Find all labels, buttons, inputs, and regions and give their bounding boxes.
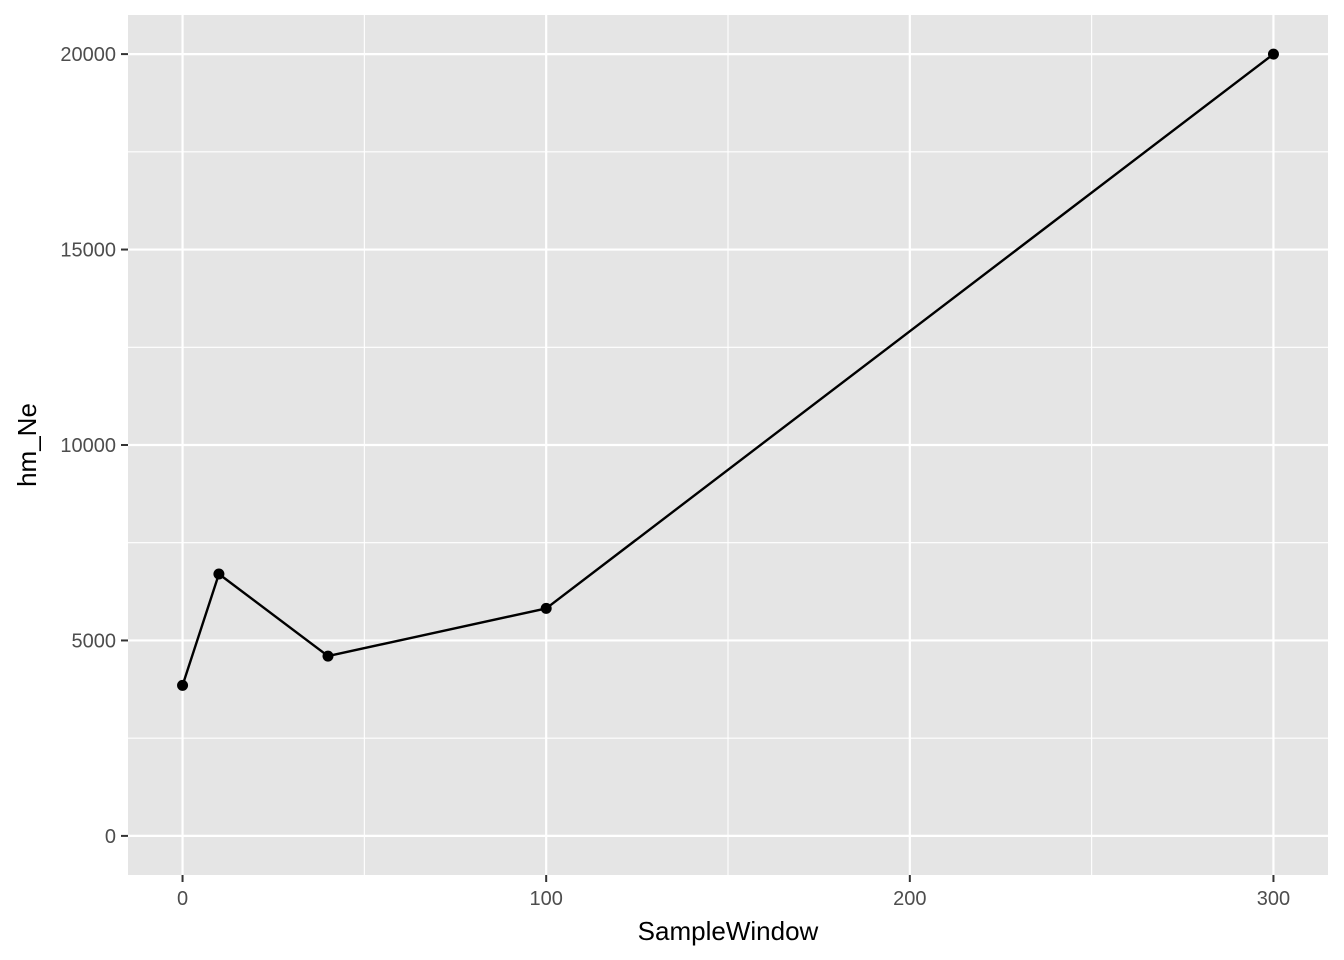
y-axis-title: hm_Ne bbox=[12, 403, 42, 487]
data-point bbox=[540, 602, 552, 614]
x-tick-label: 300 bbox=[1257, 888, 1290, 910]
data-point bbox=[177, 679, 189, 691]
grid-lines bbox=[128, 15, 1328, 875]
y-tick-label: 10000 bbox=[60, 435, 116, 457]
x-tick-label: 100 bbox=[529, 888, 562, 910]
axes: 0 100 200 300 0 5000 10000 15000 20000 bbox=[60, 44, 1290, 910]
y-tick-label: 0 bbox=[105, 826, 116, 848]
data-point bbox=[1267, 48, 1279, 60]
y-tick-label: 5000 bbox=[72, 630, 117, 652]
y-tick-label: 15000 bbox=[60, 240, 116, 262]
series-layer bbox=[177, 48, 1279, 691]
x-axis-title: SampleWindow bbox=[638, 916, 819, 946]
y-tick-label: 20000 bbox=[60, 44, 116, 66]
x-tick-label: 0 bbox=[177, 888, 188, 910]
data-point bbox=[322, 650, 334, 662]
x-tick-label: 200 bbox=[893, 888, 926, 910]
data-point bbox=[213, 568, 225, 580]
